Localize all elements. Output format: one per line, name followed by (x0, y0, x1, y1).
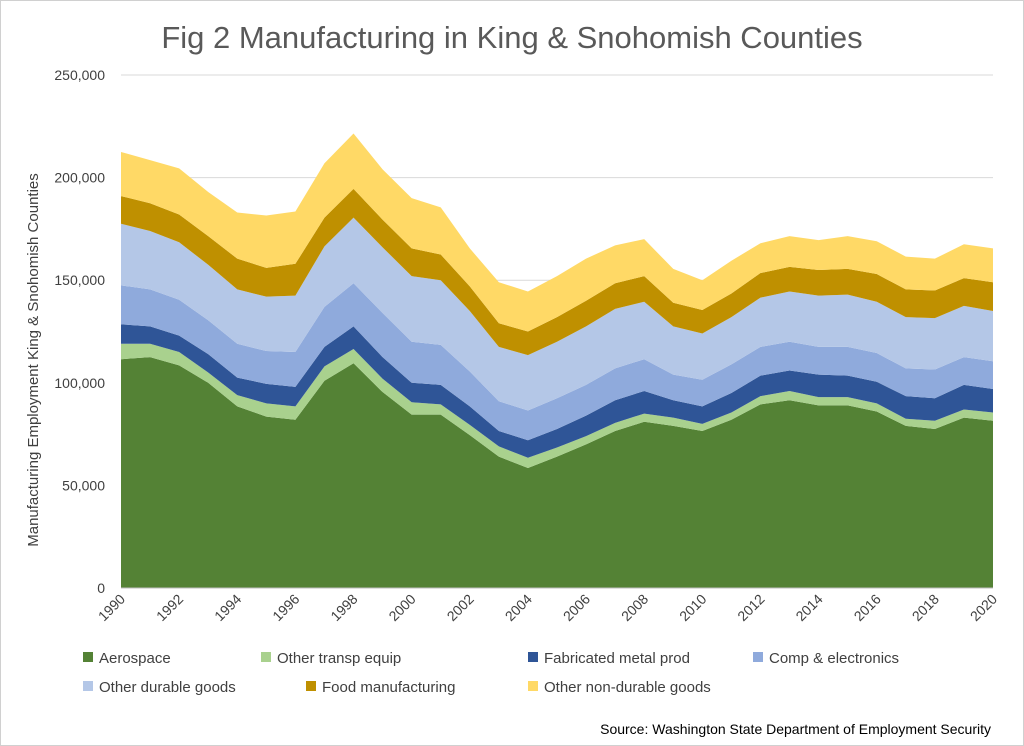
legend-label: Other non-durable goods (544, 679, 711, 696)
y-axis-label: Manufacturing Employment King & Snohomis… (25, 173, 42, 547)
x-tick-label: 1998 (327, 591, 360, 624)
area-series-aerospace (121, 357, 993, 588)
x-tick-label: 2016 (851, 591, 884, 624)
legend-swatch (528, 681, 538, 691)
x-tick-label: 2012 (734, 591, 767, 624)
chart-title: Fig 2 Manufacturing in King & Snohomish … (161, 20, 862, 55)
x-tick-label: 2018 (909, 591, 942, 624)
x-tick-label: 1994 (211, 591, 244, 624)
x-tick-label: 2004 (502, 591, 535, 624)
y-tick-label: 50,000 (62, 477, 105, 493)
legend-swatch (528, 652, 538, 662)
area-series-other-non-durable-goods (121, 133, 993, 332)
x-tick-label: 2008 (618, 591, 651, 624)
legend-swatch (83, 681, 93, 691)
y-axis: 0 50,000 100,000 150,000 200,000 250,000 (54, 67, 105, 596)
area-series-food-manufacturing (121, 188, 993, 356)
area-series-other-durable-goods (121, 217, 993, 411)
legend-swatch (261, 652, 271, 662)
y-tick-label: 250,000 (54, 67, 105, 83)
legend-swatch (753, 652, 763, 662)
x-tick-label: 2010 (676, 591, 709, 624)
x-axis: 1990 1992 1994 1996 1998 2000 2002 2004 2006 2008… (95, 587, 1000, 624)
x-tick-label: 2000 (385, 591, 418, 624)
legend-label: Food manufacturing (322, 679, 455, 696)
y-tick-label: 150,000 (54, 272, 105, 288)
legend: Aerospace Other transp equip Fabricated me… (83, 650, 899, 696)
source-note: Source: Washington State Department of E… (600, 721, 991, 737)
x-tick-label: 2002 (444, 591, 477, 624)
legend-label: Comp & electronics (769, 650, 899, 667)
legend-label: Other transp equip (277, 650, 401, 667)
legend-label: Other durable goods (99, 679, 236, 696)
x-tick-label: 2014 (792, 591, 825, 624)
x-tick-label: 1992 (153, 591, 186, 624)
y-tick-label: 0 (97, 580, 105, 596)
area-series-group (121, 133, 993, 588)
legend-label: Aerospace (99, 650, 171, 667)
legend-label: Fabricated metal prod (544, 650, 690, 667)
legend-swatch (83, 652, 93, 662)
area-series-fabricated-metal-prod (121, 324, 993, 458)
x-tick-label: 1996 (269, 591, 302, 624)
x-tick-label: 2020 (967, 591, 1000, 624)
y-tick-label: 100,000 (54, 375, 105, 391)
legend-swatch (306, 681, 316, 691)
x-tick-label: 2006 (560, 591, 593, 624)
area-series-comp-electronics (121, 283, 993, 441)
y-tick-label: 200,000 (54, 170, 105, 186)
